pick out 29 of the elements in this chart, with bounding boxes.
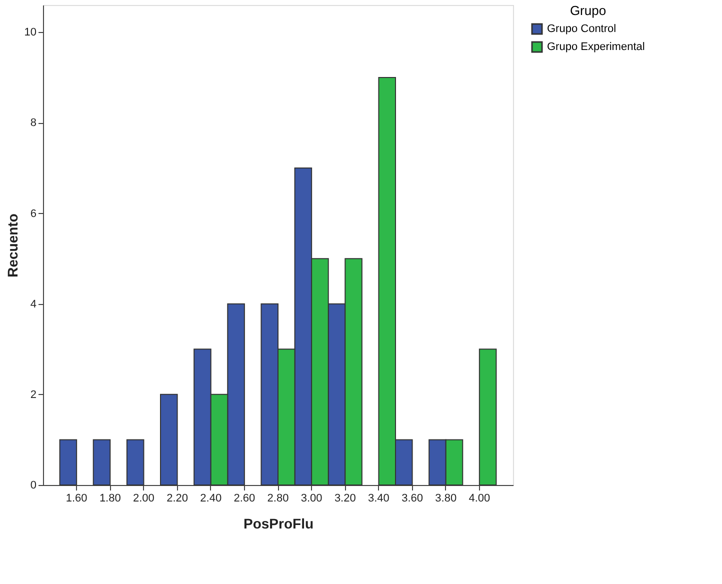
- x-tick-label: 2.00: [133, 492, 154, 504]
- bar: [160, 394, 178, 486]
- legend-label: Grupo Control: [547, 23, 616, 35]
- y-tick-label: 2: [30, 388, 36, 401]
- y-tick-label: 10: [24, 26, 36, 39]
- bar: [478, 348, 497, 486]
- x-axis-title: PosProFlu: [243, 516, 314, 532]
- x-tick-label: 1.80: [99, 492, 121, 504]
- x-tick-label: 2.20: [166, 492, 188, 504]
- x-tick-label: 3.80: [435, 492, 457, 504]
- x-tick-label: 1.60: [66, 492, 88, 504]
- y-tick-label: 8: [30, 117, 36, 130]
- y-tick-label: 6: [30, 208, 36, 220]
- bar: [126, 439, 144, 486]
- legend-label: Grupo Experimental: [547, 41, 645, 53]
- y-tick-label: 4: [30, 298, 36, 310]
- bar: [59, 439, 78, 486]
- x-tick-label: 2.40: [200, 492, 222, 504]
- x-tick-label: 2.80: [267, 492, 289, 504]
- x-tick-label: 4.00: [468, 492, 490, 504]
- legend-title: Grupo: [570, 3, 606, 18]
- x-tick-label: 2.60: [234, 492, 256, 504]
- x-tick-label: 3.00: [300, 492, 322, 504]
- y-tick-label: 0: [30, 480, 36, 492]
- x-tick-label: 3.20: [334, 492, 356, 504]
- x-tick-label: 3.60: [402, 492, 423, 504]
- x-tick-label: 3.40: [368, 492, 390, 504]
- bar: [92, 439, 111, 486]
- y-axis-title: Recuento: [4, 214, 20, 278]
